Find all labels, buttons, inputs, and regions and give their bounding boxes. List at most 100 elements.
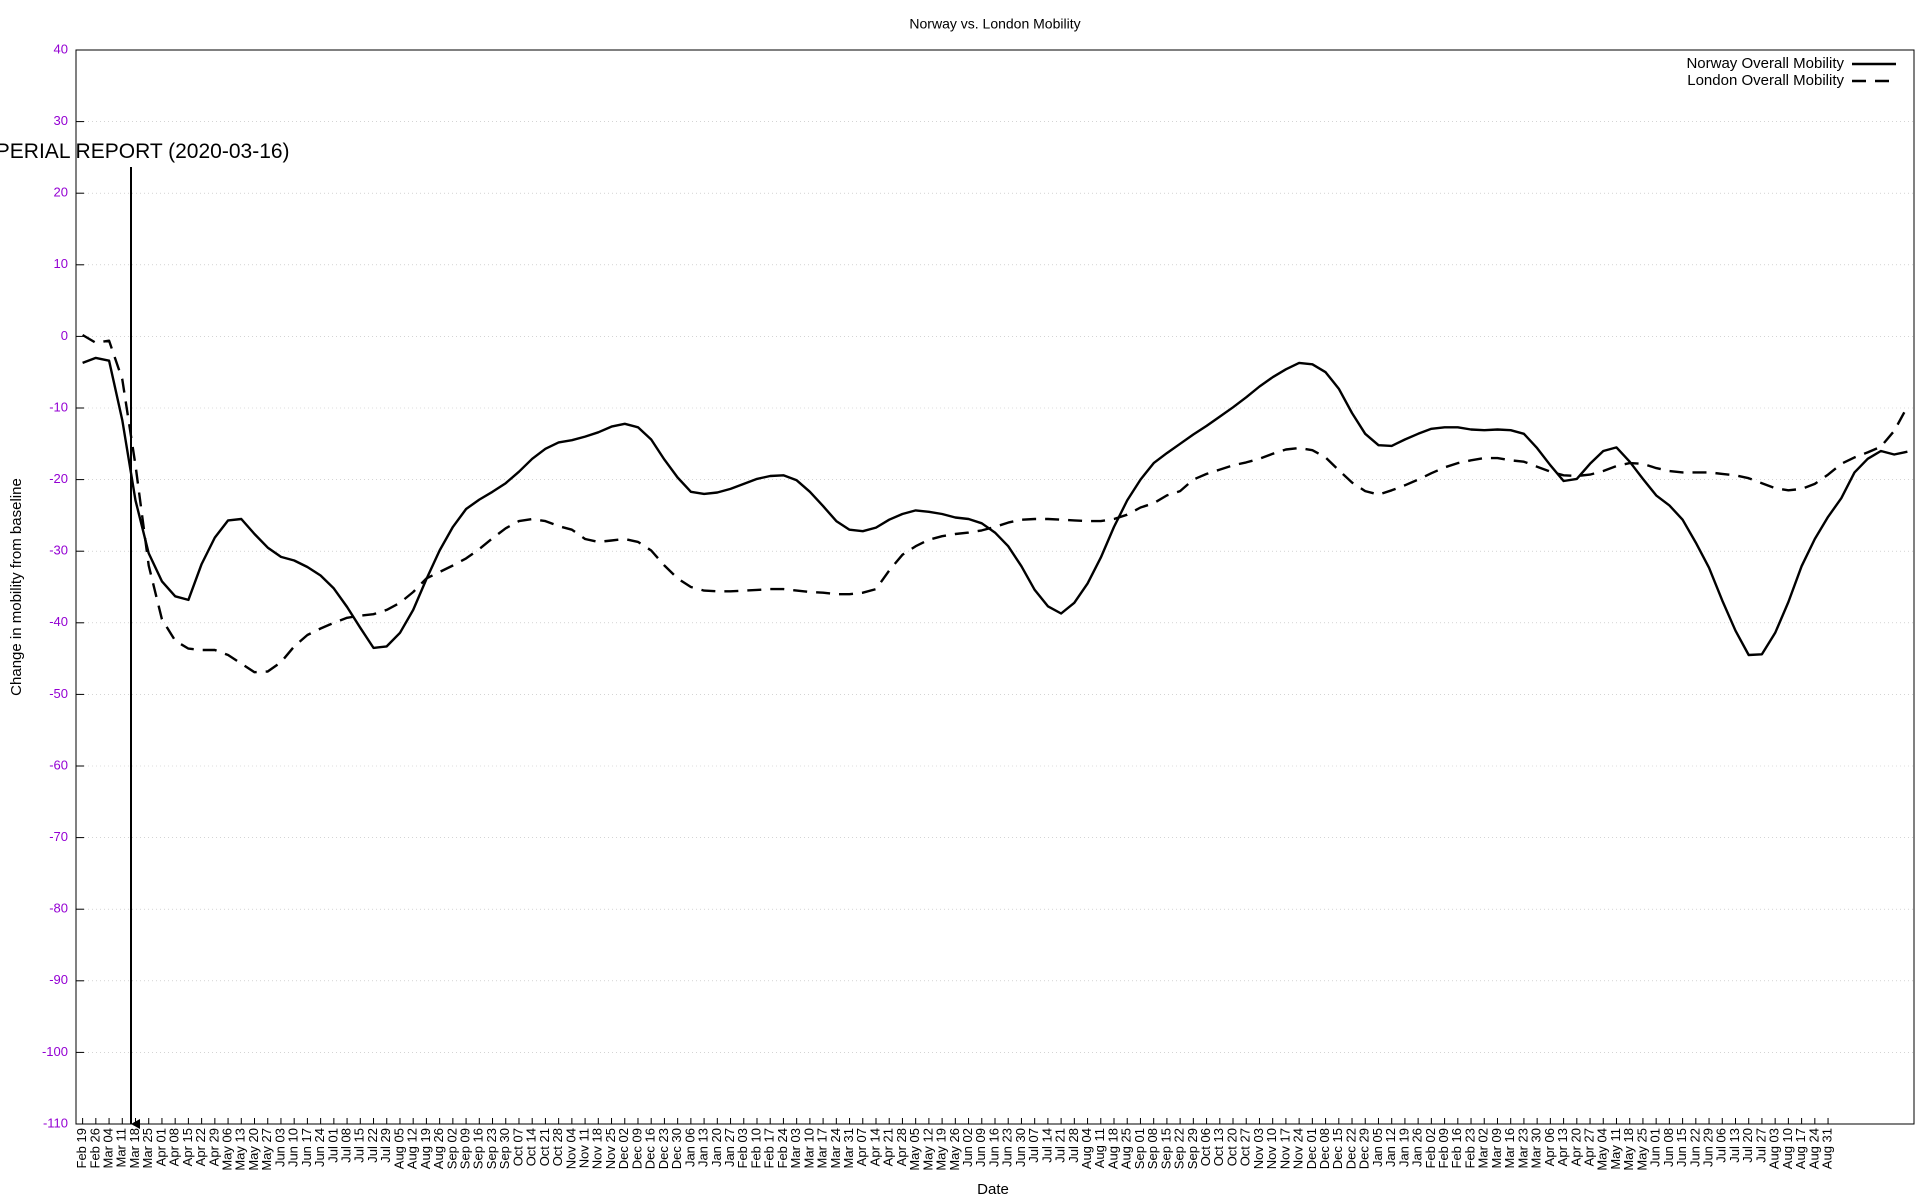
x-tick-label: Jul 06 [1714,1128,1729,1163]
x-tick-label: Jul 27 [1753,1128,1768,1163]
x-tick-label: Jul 21 [1053,1128,1068,1163]
x-tick-label: May 25 [1634,1128,1649,1171]
x-tick-label: May 13 [233,1128,248,1171]
x-tick-label: Aug 04 [1079,1128,1094,1169]
x-tick-label: Sep 08 [1145,1128,1160,1169]
x-tick-label: Oct 21 [537,1128,552,1166]
x-tick-label: Jan 13 [696,1128,711,1167]
series-line [82,356,1908,657]
x-tick-label: Apr 29 [206,1128,221,1166]
plot-frame [75,49,1915,1125]
x-tick-label: Jan 26 [1410,1128,1425,1167]
x-tick-label: Apr 22 [193,1128,208,1166]
x-tick-label: Aug 10 [1780,1128,1795,1169]
y-tick-label: -110 [43,1115,68,1130]
x-tick-label: May 20 [246,1128,261,1171]
x-tick-label: Jun 22 [1687,1128,1702,1167]
x-tick-label: May 04 [1595,1128,1610,1171]
x-tick-label: Apr 14 [867,1128,882,1166]
x-tick-label: Jun 10 [286,1128,301,1167]
x-tick-label: Jul 08 [339,1128,354,1163]
x-tick-label: Jun 23 [1000,1128,1015,1167]
x-tick-label: Sep 15 [1158,1128,1173,1169]
x-tick-label: Jul 28 [1066,1128,1081,1163]
y-tick-label: -30 [49,543,68,558]
x-tick-label: Dec 08 [1317,1128,1332,1169]
x-tick-label: Jun 30 [1013,1128,1028,1167]
x-tick-label: Dec 22 [1343,1128,1358,1169]
x-tick-label: Sep 29 [1185,1128,1200,1169]
x-tick-label: Sep 02 [444,1128,459,1169]
x-tick-label: Apr 15 [180,1128,195,1166]
x-tick-label: Nov 11 [577,1128,592,1168]
y-tick-label: 30 [54,113,68,128]
x-tick-label: Jan 05 [1370,1128,1385,1167]
x-tick-label: Dec 15 [1330,1128,1345,1169]
x-tick-label: Sep 22 [1172,1128,1187,1169]
x-tick-label: Apr 28 [894,1128,909,1166]
x-tick-label: Dec 23 [656,1128,671,1169]
x-tick-label: Feb 10 [748,1128,763,1168]
x-tick-label: Oct 13 [1211,1128,1226,1166]
x-tick-label: Sep 16 [471,1128,486,1169]
x-tick-label: Mar 11 [114,1128,129,1168]
x-tick-label: Jun 16 [986,1128,1001,1167]
y-tick-label: -20 [49,471,68,486]
x-tick-label: May 05 [907,1128,922,1171]
x-tick-label: Dec 02 [616,1128,631,1169]
x-tick-label: Dec 30 [669,1128,684,1169]
y-tick-label: 20 [54,185,68,200]
x-tick-label: Jul 14 [1039,1128,1054,1163]
x-tick-label: Apr 13 [1555,1128,1570,1166]
x-tick-label: Feb 26 [87,1128,102,1168]
x-tick-label: May 06 [220,1128,235,1171]
x-tick-label: Jun 15 [1674,1128,1689,1167]
x-tick-label: Jan 12 [1383,1128,1398,1167]
x-tick-label: Feb 17 [762,1128,777,1168]
x-tick-label: Jul 13 [1727,1128,1742,1163]
x-tick-label: Mar 25 [140,1128,155,1168]
x-tick-label: May 11 [1608,1128,1623,1170]
x-tick-label: Jul 22 [365,1128,380,1163]
x-tick-label: Dec 29 [1357,1128,1372,1169]
legend-label: London Overall Mobility [1687,72,1844,89]
x-tick-label: Apr 21 [881,1128,896,1166]
x-tick-label: Jan 19 [1396,1128,1411,1167]
y-tick-label: -50 [49,686,68,701]
y-tick-label: -100 [42,1044,68,1059]
y-tick-label: -10 [49,399,68,414]
x-tick-label: Oct 06 [1198,1128,1213,1166]
y-tick-label: -90 [49,972,68,987]
x-tick-label: Mar 10 [801,1128,816,1168]
x-tick-label: Sep 30 [497,1128,512,1169]
x-tick-label: Jul 01 [325,1128,340,1163]
x-tick-label: Mar 23 [1515,1128,1530,1168]
x-tick-label: Nov 04 [563,1128,578,1169]
x-tick-label: Nov 25 [603,1128,618,1169]
x-tick-label: Feb 16 [1449,1128,1464,1168]
x-tick-label: Mar 18 [127,1128,142,1168]
x-tick-label: Nov 17 [1277,1128,1292,1169]
x-tick-label: Mar 30 [1529,1128,1544,1168]
x-tick-label: Nov 03 [1251,1128,1266,1169]
x-tick-label: Sep 09 [458,1128,473,1169]
x-tick-label: Mar 16 [1502,1128,1517,1168]
x-tick-label: Dec 09 [629,1128,644,1169]
y-tick-label: -60 [49,757,68,772]
x-tick-label: Apr 27 [1581,1128,1596,1166]
x-tick-label: Mar 17 [815,1128,830,1168]
annotation-text: IMPERIAL REPORT (2020-03-16) [0,140,290,163]
x-tick-label: Jul 29 [378,1128,393,1163]
x-tick-label: Nov 10 [1264,1128,1279,1169]
x-tick-label: Jun 08 [1661,1128,1676,1167]
x-tick-label: Aug 05 [391,1128,406,1169]
x-tick-label: Aug 17 [1793,1128,1808,1169]
x-tick-label: Aug 18 [1105,1128,1120,1169]
x-tick-label: Aug 26 [431,1128,446,1169]
x-tick-label: Apr 08 [167,1128,182,1166]
x-tick-label: Sep 01 [1132,1128,1147,1169]
x-tick-label: Dec 16 [643,1128,658,1169]
x-tick-label: Dec 01 [1304,1128,1319,1169]
x-tick-label: May 12 [920,1128,935,1171]
